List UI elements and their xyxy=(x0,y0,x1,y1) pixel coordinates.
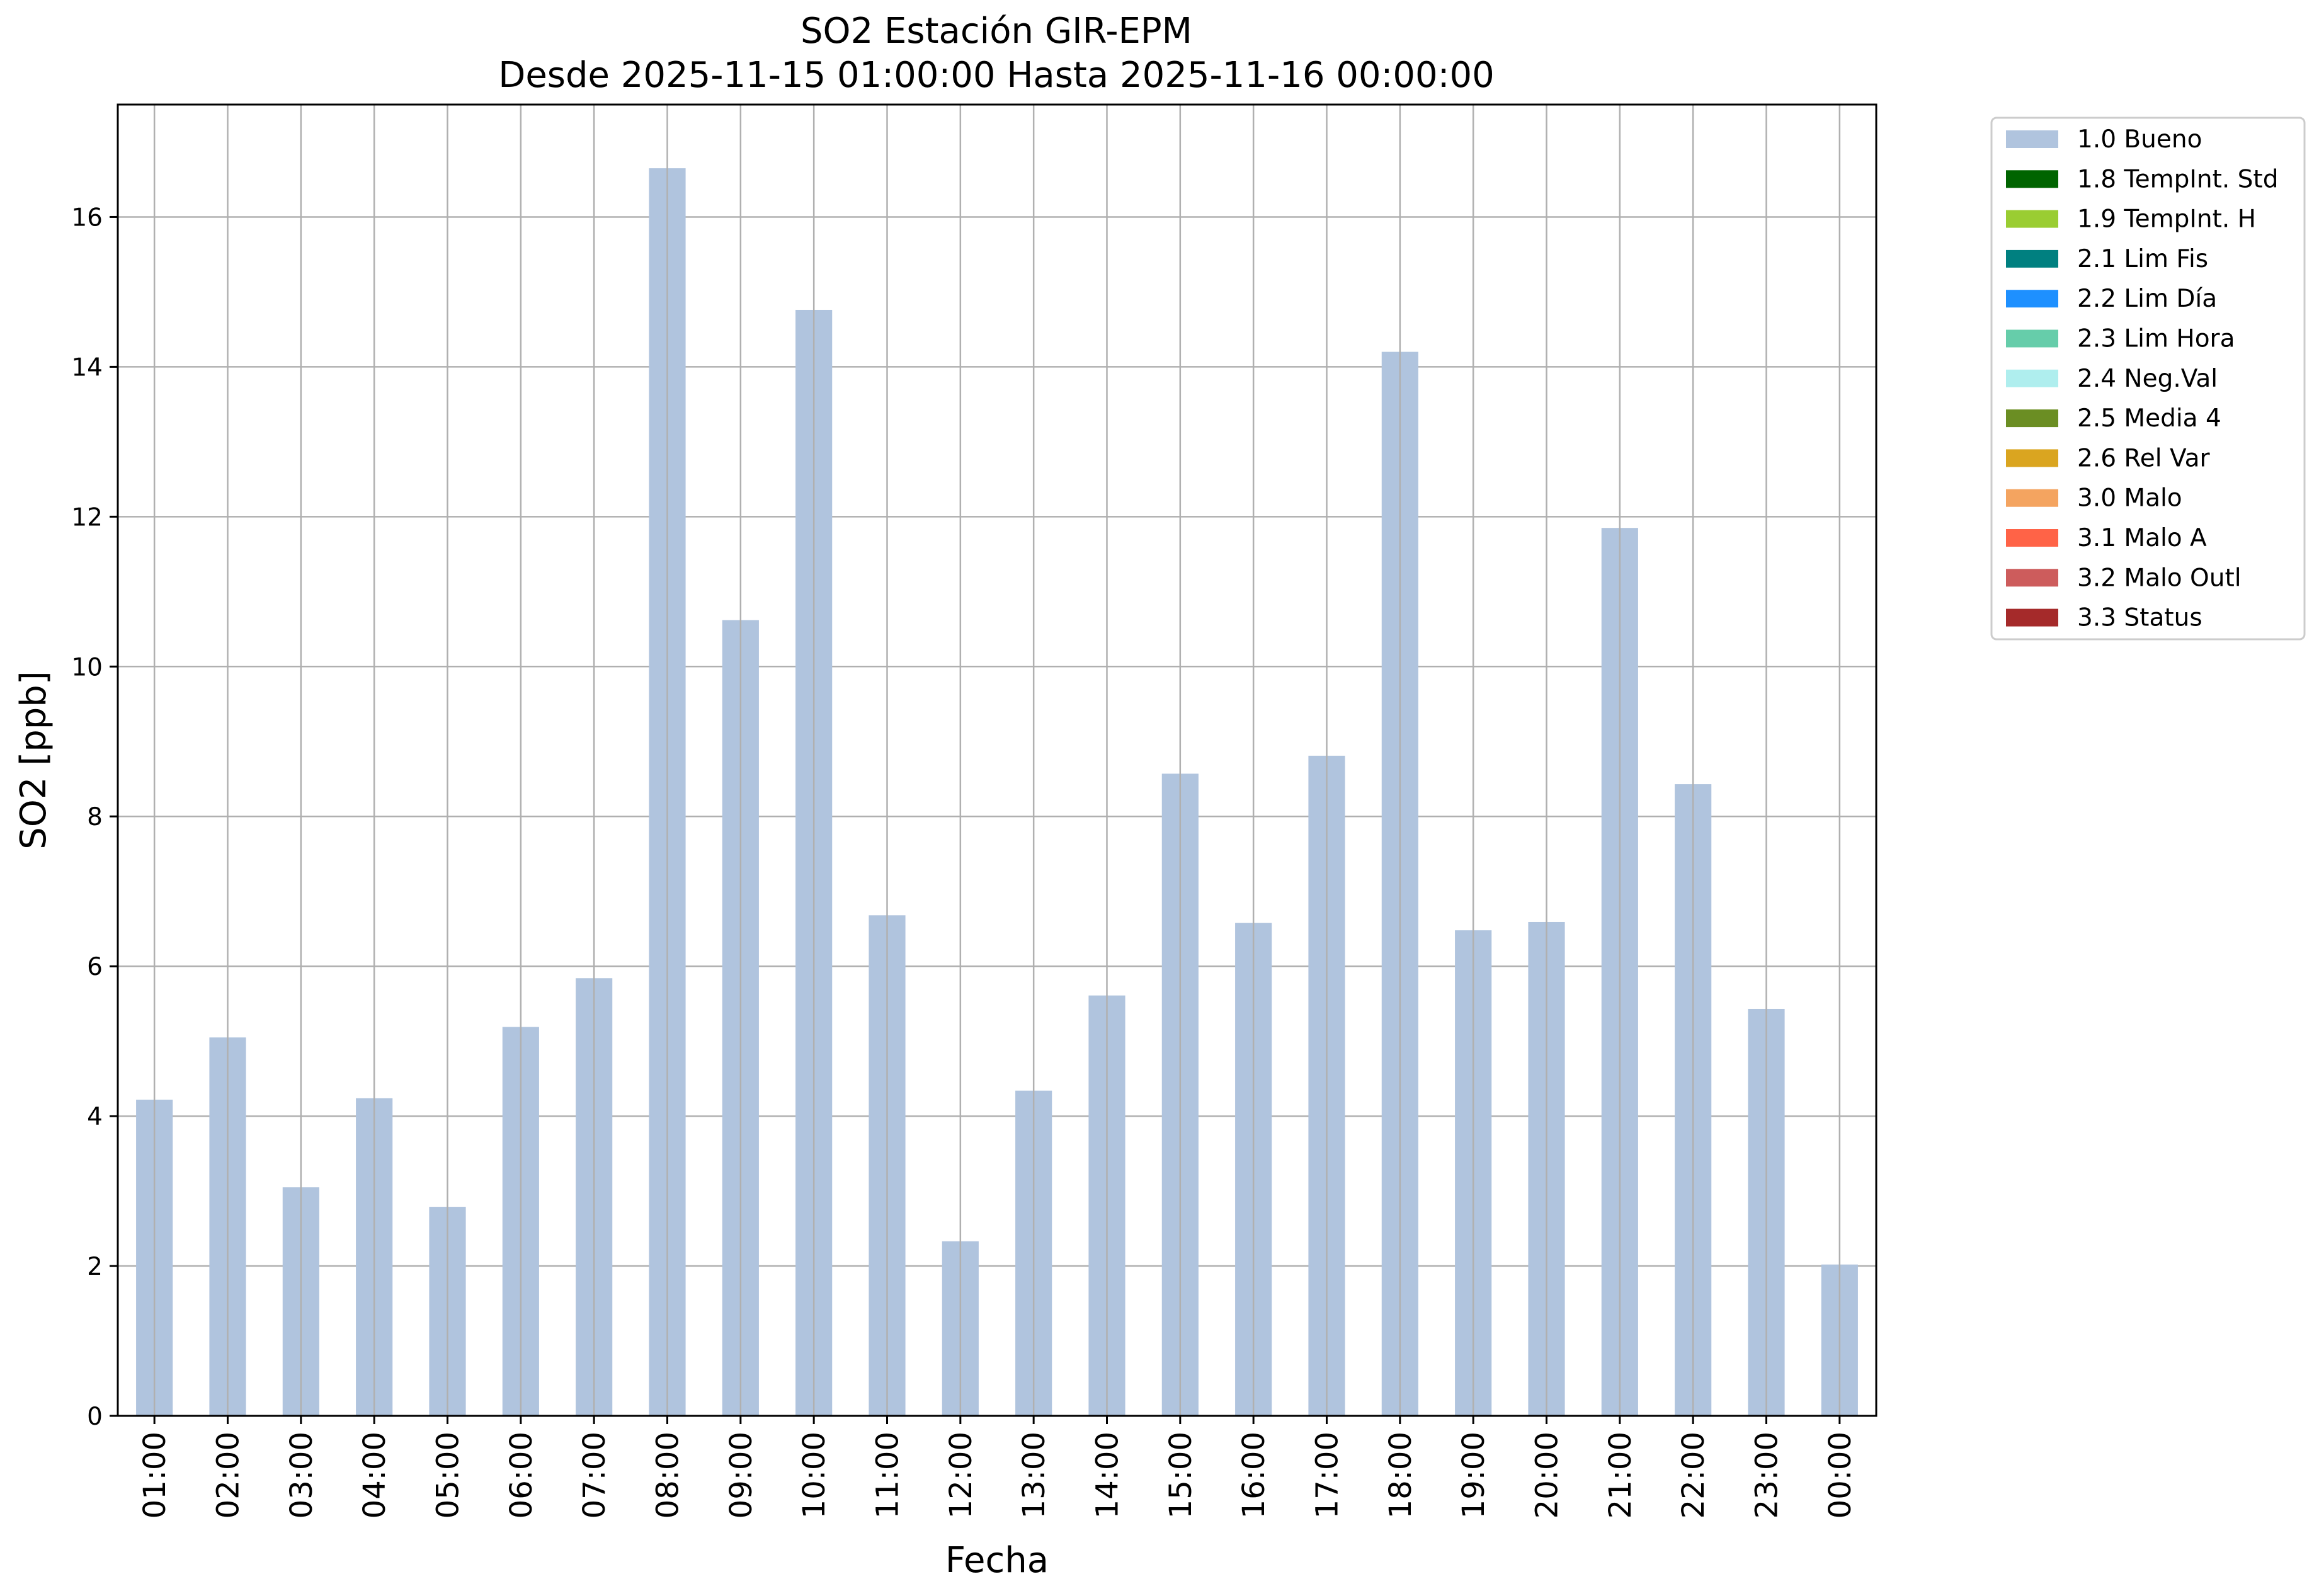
legend-entry-label: 2.1 Lim Fis xyxy=(2077,245,2208,273)
x-tick-label: 11:00 xyxy=(870,1432,906,1519)
x-tick-label: 19:00 xyxy=(1456,1432,1491,1519)
y-tick-label: 8 xyxy=(87,803,103,831)
x-tick-label: 01:00 xyxy=(137,1432,173,1519)
x-tick-label: 12:00 xyxy=(943,1432,979,1519)
x-tick-label: 13:00 xyxy=(1017,1432,1052,1519)
legend-swatch xyxy=(2006,329,2058,348)
legend-swatch xyxy=(2006,249,2058,268)
y-tick-label: 12 xyxy=(71,503,103,532)
legend-swatch xyxy=(2006,449,2058,467)
y-tick-label: 2 xyxy=(87,1253,103,1281)
chart-title: SO2 Estación GIR-EPM xyxy=(801,11,1192,52)
x-tick-label: 22:00 xyxy=(1676,1432,1711,1519)
legend-entry-label: 1.9 TempInt. H xyxy=(2077,205,2256,234)
x-tick-label: 14:00 xyxy=(1090,1432,1125,1519)
legend-swatch xyxy=(2006,290,2058,308)
legend-entry-label: 2.4 Neg.Val xyxy=(2077,365,2218,393)
y-tick-label: 4 xyxy=(87,1103,103,1131)
chart-subtitle: Desde 2025-11-15 01:00:00 Hasta 2025-11-… xyxy=(498,55,1495,96)
plot-frame xyxy=(117,103,1877,1417)
legend: 1.0 Bueno 1.8 TempInt. Std 1.9 TempInt. H 2… xyxy=(1990,117,2306,641)
legend-swatch xyxy=(2006,409,2058,428)
legend-swatch xyxy=(2006,210,2058,228)
legend-entry-label: 3.0 Malo xyxy=(2077,484,2182,513)
x-tick-label: 18:00 xyxy=(1383,1432,1418,1519)
y-tick-label: 14 xyxy=(71,353,103,382)
x-tick-label: 07:00 xyxy=(577,1432,612,1519)
x-tick-label: 06:00 xyxy=(504,1432,539,1519)
y-tick-label: 0 xyxy=(87,1403,103,1431)
x-tick-label: 03:00 xyxy=(284,1432,319,1519)
x-tick-label: 15:00 xyxy=(1163,1432,1199,1519)
y-tick-label: 16 xyxy=(71,203,103,232)
legend-entry-label: 1.8 TempInt. Std xyxy=(2077,165,2278,193)
legend-entry-label: 3.2 Malo Outl xyxy=(2077,564,2242,592)
legend-entry-label: 2.6 Rel Var xyxy=(2077,444,2211,472)
y-tick-label: 6 xyxy=(87,953,103,981)
x-tick-label: 17:00 xyxy=(1310,1432,1345,1519)
y-axis-label: SO2 [ppb] xyxy=(13,671,54,849)
x-tick-label: 09:00 xyxy=(724,1432,759,1519)
y-axis: 0 2 4 6 8 10 12 14 16 xyxy=(71,203,118,1431)
legend-swatch xyxy=(2006,170,2058,188)
y-tick-label: 10 xyxy=(71,653,103,681)
x-tick-label: 16:00 xyxy=(1236,1432,1272,1519)
x-tick-label: 05:00 xyxy=(431,1432,466,1519)
legend-swatch xyxy=(2006,608,2058,627)
x-tick-label: 02:00 xyxy=(211,1432,246,1519)
legend-entry-label: 2.3 Lim Hora xyxy=(2077,325,2235,353)
legend-box xyxy=(1990,117,2306,641)
x-tick-label: 10:00 xyxy=(797,1432,832,1519)
legend-entry-label: 3.1 Malo A xyxy=(2077,524,2207,552)
legend-swatch xyxy=(2006,130,2058,148)
legend-entry-label: 2.5 Media 4 xyxy=(2077,404,2221,433)
legend-entry-label: 1.0 Bueno xyxy=(2077,125,2202,154)
legend-swatch xyxy=(2006,489,2058,507)
x-tick-label: 08:00 xyxy=(651,1432,686,1519)
x-tick-label: 23:00 xyxy=(1750,1432,1785,1519)
legend-entry-label: 3.3 Status xyxy=(2077,604,2202,632)
grid xyxy=(118,216,1876,1417)
x-tick-label: 21:00 xyxy=(1603,1432,1638,1519)
x-axis: 01:00 02:00 03:00 04:00 05:00 06:00 07:00 08:00… xyxy=(137,1416,1858,1519)
vertical-grid xyxy=(153,105,1841,1416)
legend-swatch xyxy=(2006,529,2058,547)
legend-entry-label: 2.2 Lim Día xyxy=(2077,285,2217,313)
x-tick-label: 00:00 xyxy=(1823,1432,1858,1519)
legend-swatch xyxy=(2006,369,2058,387)
x-tick-label: 04:00 xyxy=(357,1432,392,1519)
legend-swatch xyxy=(2006,569,2058,587)
x-tick-label: 20:00 xyxy=(1530,1432,1565,1519)
x-axis-label: Fecha xyxy=(945,1540,1049,1581)
